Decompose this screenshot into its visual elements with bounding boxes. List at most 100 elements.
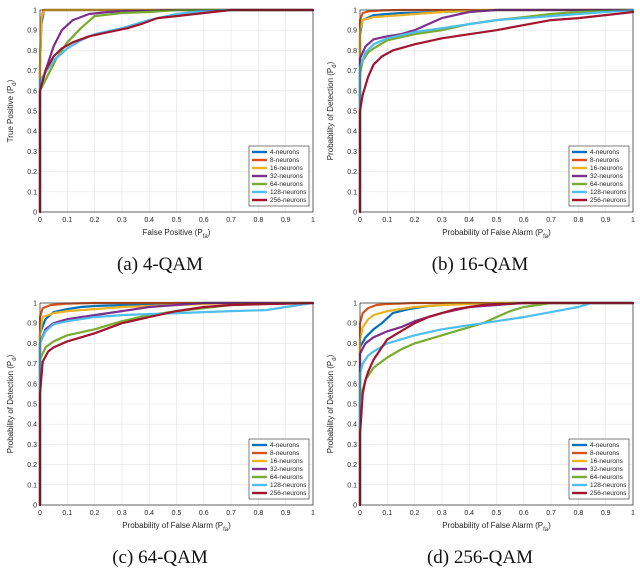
y-tick-label: 1 <box>353 301 357 308</box>
y-axis-label: Probability of Detection (Pd) <box>326 61 338 160</box>
y-tick-label: 0.6 <box>347 88 357 95</box>
y-tick-label: 0.1 <box>27 189 37 196</box>
y-tick-label: 0.5 <box>27 402 37 409</box>
caption-256qam: (d) 256-QAM <box>426 547 534 568</box>
legend-label: 256-neurons <box>590 490 627 497</box>
x-tick-label: 0.9 <box>281 217 291 224</box>
y-tick-label: 0.9 <box>27 28 37 35</box>
chart-panel-64qam: 0 0.1 0.2 0.3 0.4 0.5 0.6 0.7 0.8 0.9 1 0 0.1 0.2 0.3 0… <box>0 293 320 586</box>
y-axis-label: Probability of Detection (Pd) <box>326 354 338 453</box>
x-axis-label-part: Probability of False Alarm (P <box>442 521 543 530</box>
x-tick-label: 0.5 <box>172 510 182 517</box>
y-tick-label: 0.6 <box>27 88 37 95</box>
series-line-16-neurons <box>358 301 635 507</box>
legend-label: 256-neurons <box>270 490 307 497</box>
y-tick-label: 0.5 <box>27 109 37 116</box>
x-tick-label: 0.6 <box>519 510 529 517</box>
x-tick-label: 0 <box>358 217 362 224</box>
y-axis-label-part: ) <box>326 354 335 357</box>
x-tick-label: 0.6 <box>519 217 529 224</box>
legend-label: 4-neurons <box>590 442 620 449</box>
x-tick-label: 0.2 <box>90 510 100 517</box>
y-tick-label: 0.1 <box>347 189 357 196</box>
x-tick-label: 0.2 <box>410 217 420 224</box>
legend-label: 16-neurons <box>590 458 624 465</box>
x-axis-label: Probability of False Alarm (Pfa) <box>442 521 551 533</box>
y-axis-label-part: ) <box>6 79 15 82</box>
y-tick-label: 0.7 <box>347 361 357 368</box>
x-tick-label: 0.9 <box>601 217 611 224</box>
legend-label: 128-neurons <box>590 189 627 196</box>
y-axis-label-part: Probability of Detection (P <box>326 68 335 161</box>
y-tick-label: 0.3 <box>27 149 37 156</box>
y-tick-label: 0.2 <box>27 462 37 469</box>
x-axis-label-part: Probability of False Alarm (P <box>122 521 223 530</box>
axes-box <box>39 9 314 213</box>
y-tick-label: 0.4 <box>27 129 37 136</box>
legend-label: 64-neurons <box>590 181 624 188</box>
chart-4qam: 0 0.1 0.2 0.3 0.4 0.5 0.6 0.7 0.8 0.9 1 0 0.1 0.2 0.3 0… <box>6 8 315 241</box>
x-axis-label: Probability of False Alarm (Pfa) <box>122 521 231 533</box>
y-tick-label: 0.6 <box>27 381 37 388</box>
y-tick-label: 0 <box>353 210 357 217</box>
chart-panel-4qam: 0 0.1 0.2 0.3 0.4 0.5 0.6 0.7 0.8 0.9 1 0 0.1 0.2 0.3 0… <box>0 0 320 293</box>
axes-box <box>39 302 314 506</box>
x-tick-label: 1 <box>311 510 315 517</box>
y-axis-label-part: d <box>12 357 18 360</box>
x-tick-label: 0.1 <box>382 217 392 224</box>
x-tick-label: 0.7 <box>546 510 556 517</box>
x-tick-label: 0.4 <box>464 510 474 517</box>
series-line-256-neurons <box>358 301 635 507</box>
y-tick-label: 0.2 <box>347 169 357 176</box>
legend-label: 8-neurons <box>270 157 300 164</box>
x-axis-label-part: fa <box>223 527 229 533</box>
series-line-64-neurons <box>358 301 635 507</box>
y-tick-label: 0.5 <box>347 402 357 409</box>
y-tick-label: 0.2 <box>347 462 357 469</box>
y-tick-label: 0 <box>33 210 37 217</box>
x-tick-label: 0.2 <box>90 217 100 224</box>
y-tick-label: 1 <box>33 301 37 308</box>
legend-label: 8-neurons <box>590 157 620 164</box>
x-axis-label-part: fa <box>543 234 549 240</box>
y-tick-label: 0.3 <box>347 149 357 156</box>
x-tick-label: 0.2 <box>410 510 420 517</box>
y-tick-label: 0.1 <box>347 482 357 489</box>
y-tick-label: 0.9 <box>347 28 357 35</box>
x-axis-label-part: ) <box>548 228 551 237</box>
x-tick-label: 0.5 <box>492 510 502 517</box>
y-tick-label: 0.7 <box>347 68 357 75</box>
x-tick-label: 0.3 <box>437 217 447 224</box>
legend-label: 64-neurons <box>270 474 304 481</box>
x-axis-label-part: Probability of False Alarm (P <box>442 228 543 237</box>
y-tick-label: 0.8 <box>27 341 37 348</box>
y-tick-label: 0 <box>353 503 357 510</box>
x-tick-label: 0.7 <box>226 510 236 517</box>
x-tick-label: 0 <box>358 510 362 517</box>
chart-panel-16qam: 0 0.1 0.2 0.3 0.4 0.5 0.6 0.7 0.8 0.9 1 0 0.1 0.2 0.3 0… <box>320 0 640 293</box>
caption-4qam: (a) 4-QAM <box>116 254 203 275</box>
x-tick-label: 0.5 <box>492 217 502 224</box>
legend-label: 128-neurons <box>590 482 627 489</box>
axes-box <box>359 302 634 506</box>
x-axis-label-part: ) <box>548 521 551 530</box>
x-tick-label: 1 <box>311 217 315 224</box>
caption-64qam: (c) 64-QAM <box>112 547 208 568</box>
x-tick-label: 0 <box>38 510 42 517</box>
chart-16qam: 0 0.1 0.2 0.3 0.4 0.5 0.6 0.7 0.8 0.9 1 0 0.1 0.2 0.3 0… <box>326 8 635 241</box>
x-axis-label-part: fa <box>543 527 549 533</box>
y-axis-label: Probability of Detection (Pd) <box>6 354 18 453</box>
chart-panel-256qam: 0 0.1 0.2 0.3 0.4 0.5 0.6 0.7 0.8 0.9 1 0 0.1 0.2 0.3 0… <box>320 293 640 586</box>
y-tick-label: 0.8 <box>347 341 357 348</box>
x-axis-label: Probability of False Alarm (Pfa) <box>442 228 551 240</box>
x-tick-label: 0.3 <box>437 510 447 517</box>
y-axis-label-part: d <box>332 357 338 360</box>
caption-16qam: (b) 16-QAM <box>431 254 529 275</box>
chart-64qam: 0 0.1 0.2 0.3 0.4 0.5 0.6 0.7 0.8 0.9 1 0 0.1 0.2 0.3 0… <box>6 301 315 534</box>
y-axis-label-part: d <box>332 64 338 67</box>
x-tick-label: 0.3 <box>117 217 127 224</box>
y-tick-label: 0.2 <box>27 169 37 176</box>
x-tick-label: 0.8 <box>254 217 264 224</box>
axes-box <box>359 9 634 213</box>
y-axis-label-part: d <box>12 82 18 85</box>
